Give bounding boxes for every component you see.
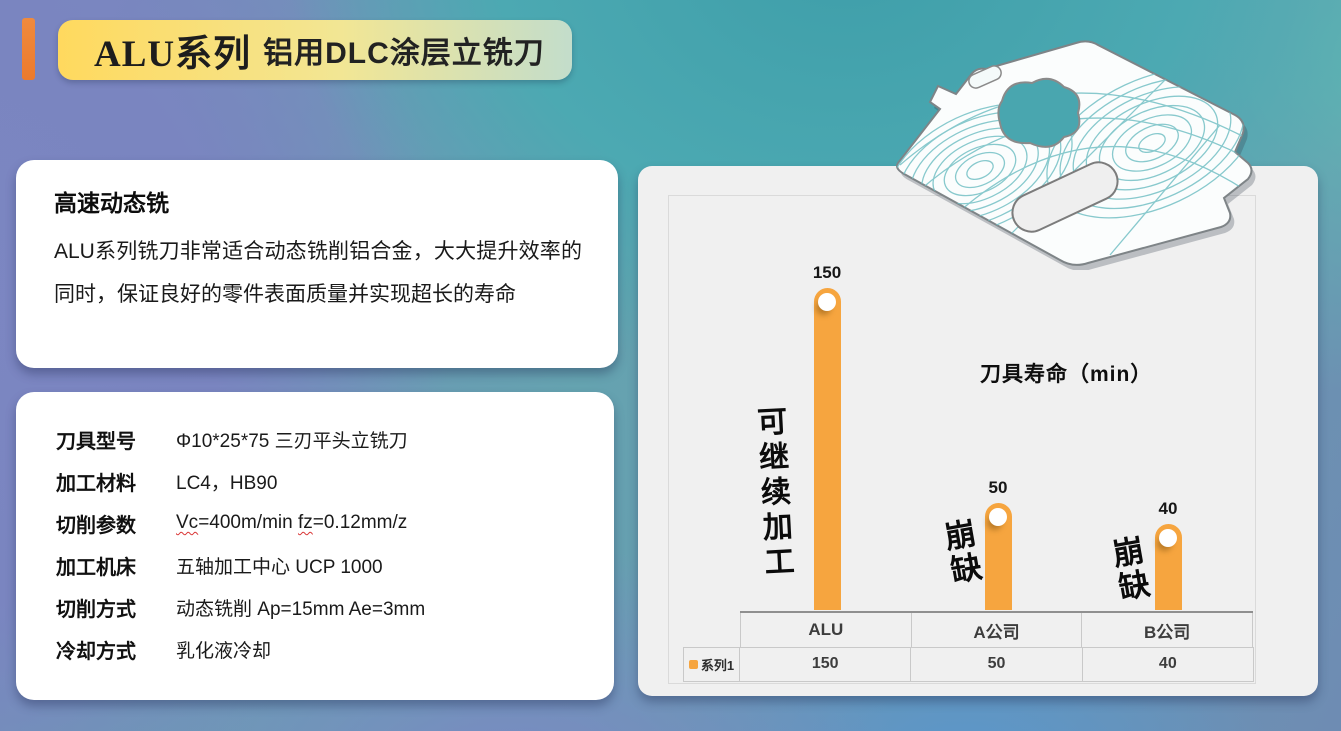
spec-row-cutting-mode: 切削方式 动态铣削 Ap=15mm Ae=3mm — [56, 586, 614, 628]
chart-panel: 刀具寿命（min） 150 50 40 可继续加工 崩缺 崩缺 ALU A公司 … — [638, 166, 1318, 696]
annotation-continuable: 可继续加工 — [751, 405, 794, 582]
title-series: ALU系列 — [94, 34, 252, 75]
spec-label: 冷却方式 — [56, 640, 136, 663]
spec-row-cutting-params: 切削参数 Vc=400m/min fz=0.12mm/z — [56, 502, 614, 544]
table-header-row: ALU A公司 B公司 — [740, 613, 1254, 648]
spec-value: LC4，HB90 — [176, 472, 278, 494]
intro-heading: 高速动态铣 — [54, 190, 169, 216]
bar-column-company-a: 50 — [968, 478, 1028, 610]
bar-company-a — [984, 503, 1012, 610]
bar-column-company-b: 40 — [1138, 499, 1198, 610]
spellcheck-word: Vc — [176, 512, 199, 533]
part-outline — [896, 40, 1253, 266]
spec-value: Φ10*25*75 三刃平头立铣刀 — [176, 430, 408, 452]
intro-body: ALU系列铣刀非常适合动态铣削铝合金，大大提升效率的同时，保证良好的零件表面质量… — [54, 240, 582, 306]
chart-title: 刀具寿命（min） — [980, 363, 1153, 386]
spec-row-tool-model: 刀具型号 Φ10*25*75 三刃平头立铣刀 — [56, 418, 614, 460]
spec-row-material: 加工材料 LC4，HB90 — [56, 460, 614, 502]
part-small-slot — [968, 65, 1002, 89]
spec-label: 刀具型号 — [56, 430, 136, 453]
spellcheck-word: fz — [297, 512, 313, 533]
spec-label: 切削参数 — [56, 514, 136, 537]
data-label: 50 — [988, 478, 1008, 497]
part-oblong-slot — [1011, 161, 1119, 233]
spec-label: 加工机床 — [56, 556, 136, 579]
spec-value: 五轴加工中心 UCP 1000 — [176, 556, 383, 578]
data-label: 150 — [812, 263, 842, 282]
part-blob-cutout — [997, 77, 1081, 148]
spec-label: 切削方式 — [56, 598, 136, 621]
spec-card: 刀具型号 Φ10*25*75 三刃平头立铣刀 加工材料 LC4，HB90 切削参… — [16, 392, 614, 700]
spec-value: Vc=400m/min fz=0.12mm/z — [176, 512, 408, 533]
page-title: ALU系列 铝用DLC涂层立铣刀 — [58, 20, 572, 80]
table-value-company-b: 40 — [1081, 647, 1254, 681]
series-name: 系列1 — [700, 658, 735, 673]
category-label-company-a: A公司 — [910, 613, 1082, 647]
spec-value: 乳化液冷却 — [176, 640, 272, 662]
table-value-row: 系列1 150 50 40 — [683, 647, 1254, 682]
spec-row-cooling: 冷却方式 乳化液冷却 — [56, 628, 614, 670]
category-label-alu: ALU — [740, 613, 911, 647]
legend-cell: 系列1 — [683, 647, 740, 681]
series-color-key-icon — [688, 660, 698, 669]
spec-label: 加工材料 — [56, 472, 136, 495]
x-axis-line — [740, 611, 1253, 613]
bar-alu — [813, 288, 841, 610]
spec-value: 动态铣削 Ap=15mm Ae=3mm — [176, 598, 426, 620]
bar-company-b — [1154, 524, 1182, 610]
data-label: 40 — [1158, 499, 1178, 518]
toolpath-part-image — [896, 40, 1256, 270]
intro-card: 高速动态铣 ALU系列铣刀非常适合动态铣削铝合金，大大提升效率的同时，保证良好的… — [16, 160, 618, 368]
bar-column-alu: 150 — [797, 263, 857, 610]
table-value-company-a: 50 — [910, 647, 1081, 681]
spec-row-machine: 加工机床 五轴加工中心 UCP 1000 — [56, 544, 614, 586]
table-value-alu: 150 — [811, 655, 839, 672]
title-accent-bar — [22, 18, 35, 80]
title-subtitle: 铝用DLC涂层立铣刀 — [263, 37, 545, 70]
category-label-company-b: B公司 — [1081, 613, 1254, 647]
